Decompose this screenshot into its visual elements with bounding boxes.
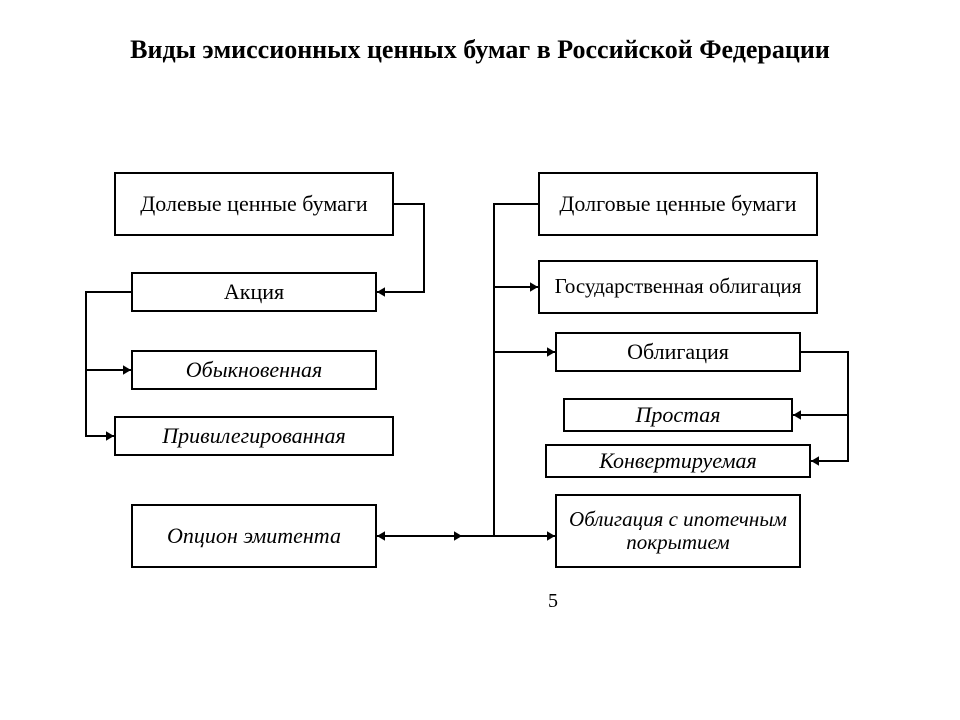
node-govbond-label: Государственная облигация — [555, 275, 802, 298]
node-common: Обыкновенная — [131, 350, 377, 390]
node-debt: Долговые ценные бумаги — [538, 172, 818, 236]
diagram-stage: Виды эмиссионных ценных бумаг в Российск… — [0, 0, 960, 720]
e-stock-preferred — [86, 370, 114, 436]
e-debt-trunk — [494, 204, 555, 536]
node-convertible-label: Конвертируемая — [599, 449, 757, 473]
node-option: Опцион эмитента — [131, 504, 377, 568]
node-mortgage-label: Облигация с ипотечным покрытием — [563, 508, 793, 554]
node-bond: Облигация — [555, 332, 801, 372]
node-equity: Долевые ценные бумаги — [114, 172, 394, 236]
e-bond-conv — [811, 415, 848, 461]
node-bond-label: Облигация — [627, 340, 729, 364]
e-stock-common — [86, 292, 131, 370]
node-simple-label: Простая — [635, 403, 720, 427]
e-bond-simple — [793, 352, 848, 415]
node-mortgage: Облигация с ипотечным покрытием — [555, 494, 801, 568]
node-common-label: Обыкновенная — [186, 358, 322, 382]
node-stock-label: Акция — [224, 280, 284, 304]
diagram-title: Виды эмиссионных ценных бумаг в Российск… — [0, 34, 960, 67]
node-stock: Акция — [131, 272, 377, 312]
node-equity-label: Долевые ценные бумаги — [140, 192, 367, 216]
node-debt-label: Долговые ценные бумаги — [559, 192, 796, 216]
node-preferred: Привилегированная — [114, 416, 394, 456]
node-option-label: Опцион эмитента — [167, 524, 341, 548]
node-simple: Простая — [563, 398, 793, 432]
node-govbond: Государственная облигация — [538, 260, 818, 314]
node-preferred-label: Привилегированная — [162, 424, 345, 448]
node-convertible: Конвертируемая — [545, 444, 811, 478]
page-number: 5 — [548, 590, 558, 613]
